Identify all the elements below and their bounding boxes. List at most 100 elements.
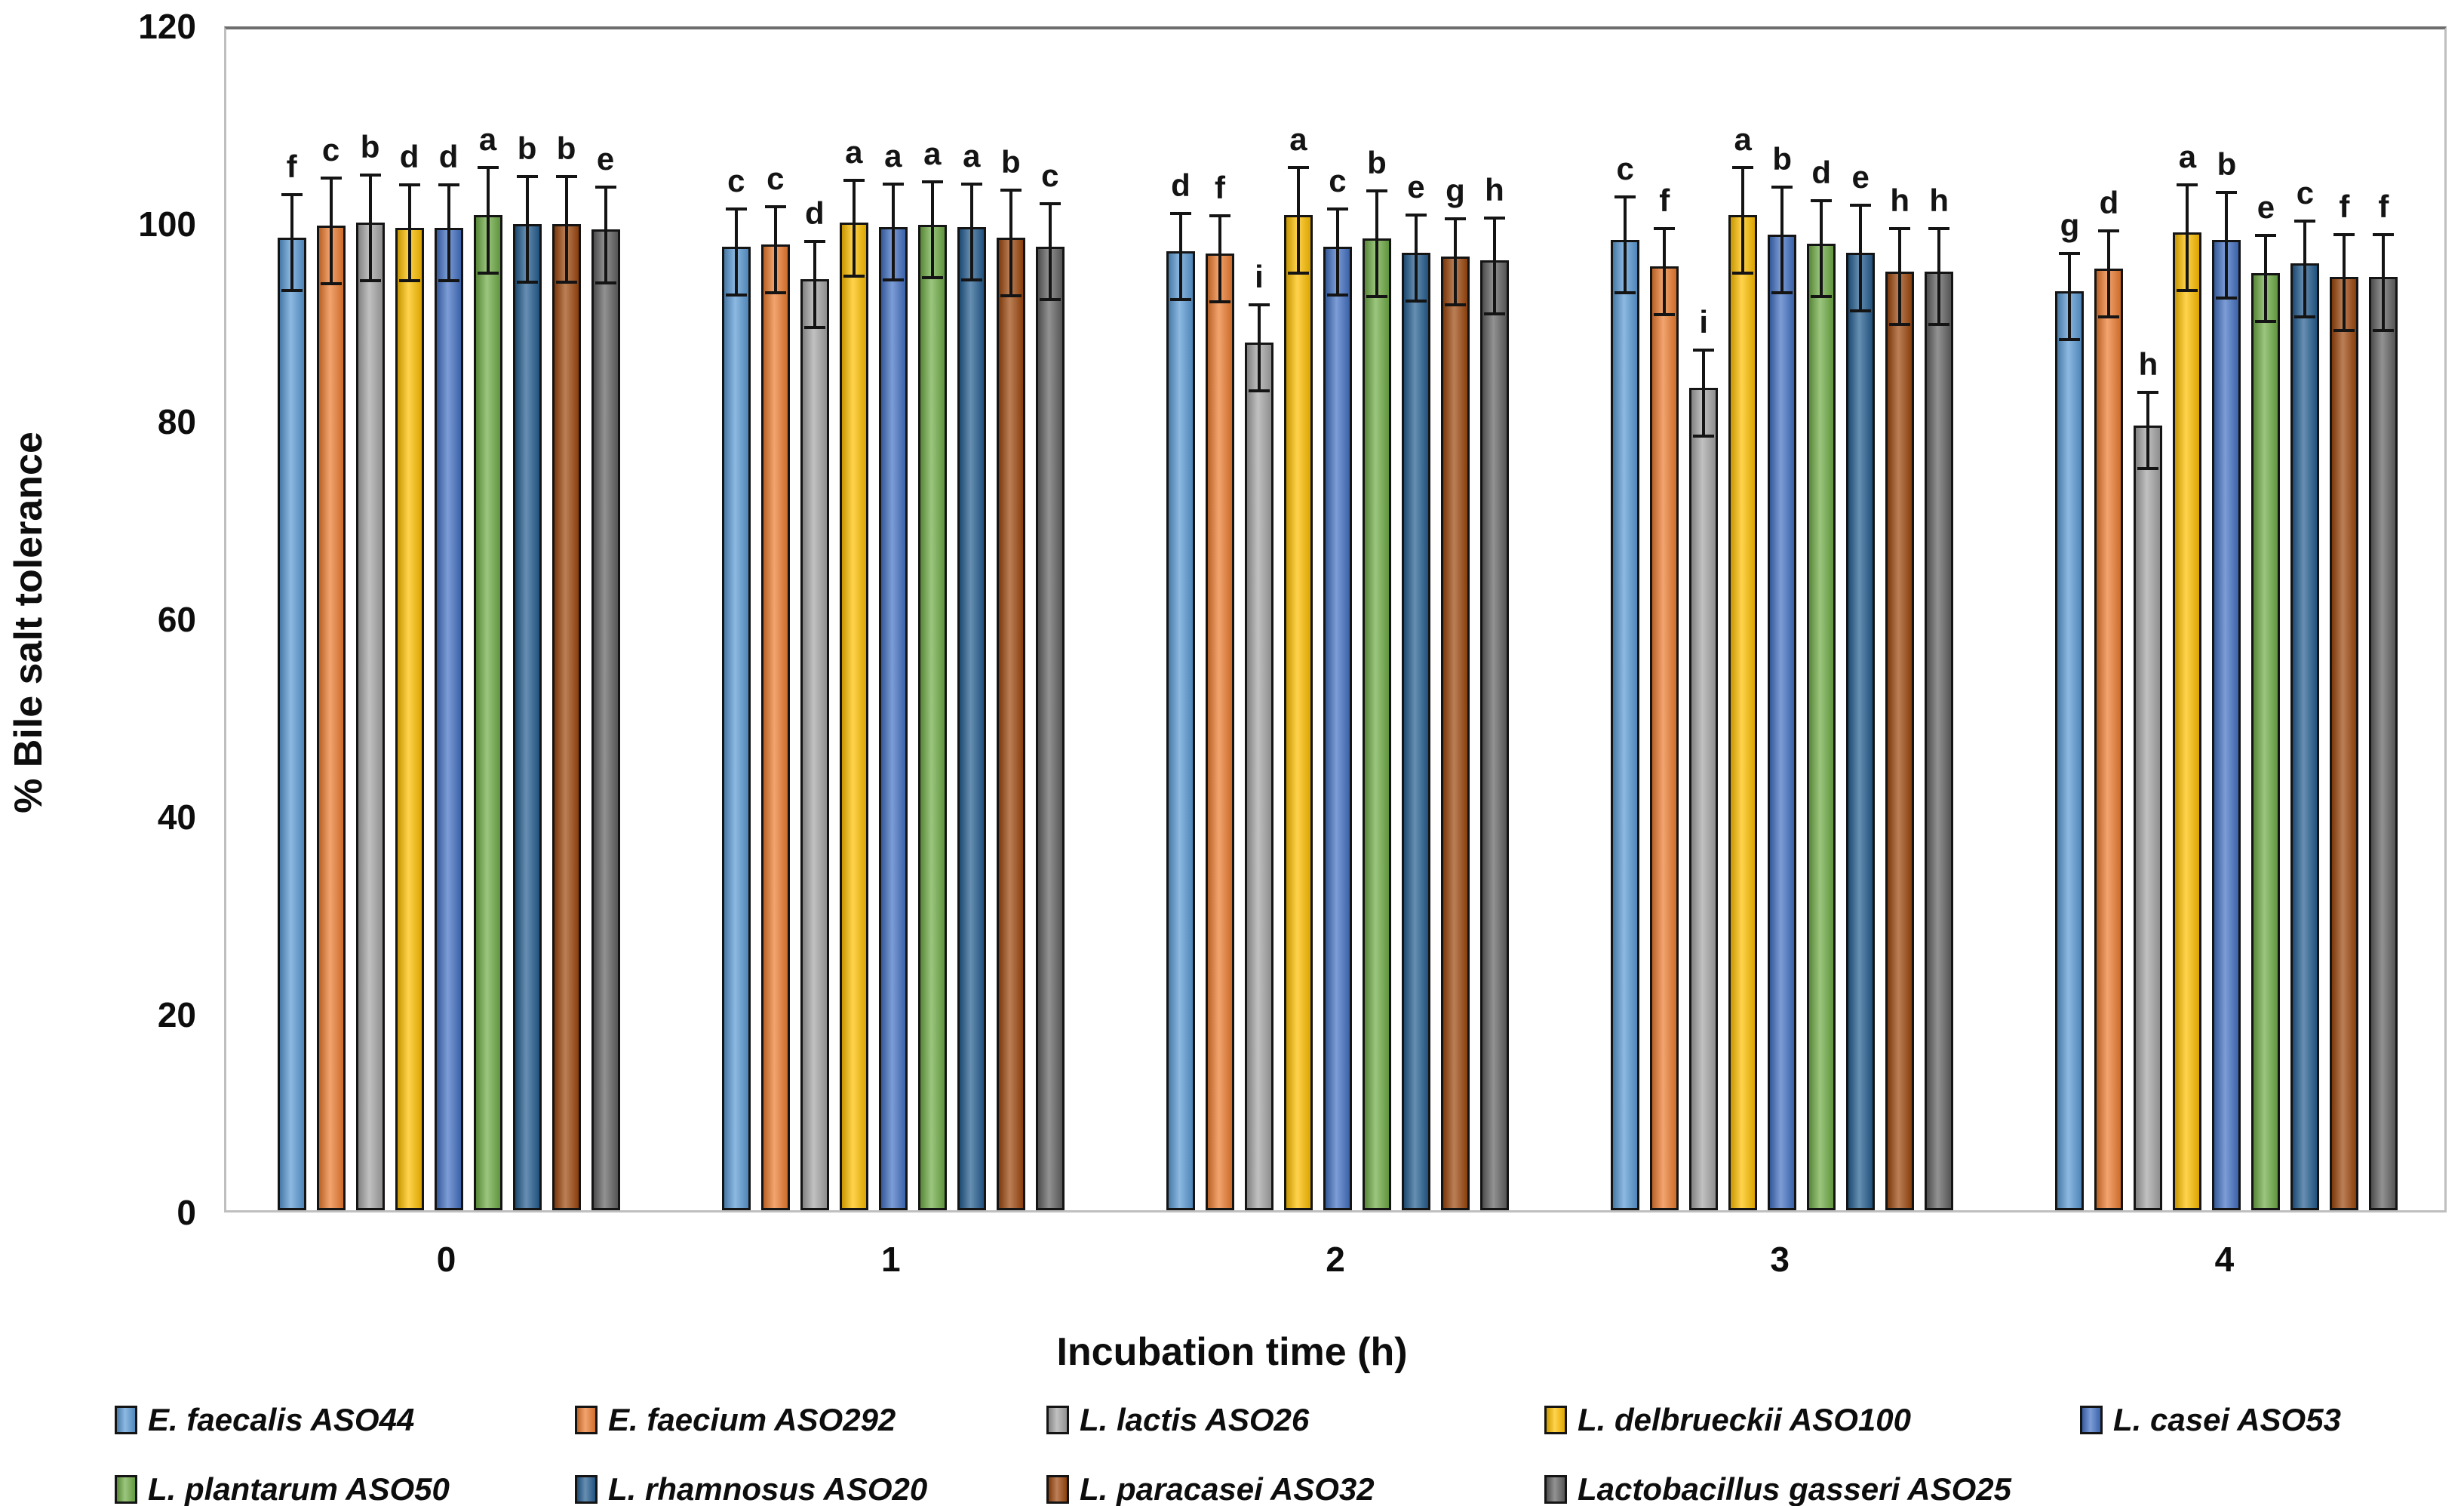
bar [1362, 238, 1391, 1210]
bar-slot-l-paracasei-aso32-t2: g [1440, 29, 1470, 1210]
error-bar-cap-top [1248, 303, 1270, 306]
error-bar-cap-bottom [1248, 389, 1270, 392]
bar [473, 214, 502, 1210]
error-bar-stem [1296, 165, 1300, 275]
error-bar [1245, 303, 1273, 392]
error-bar-cap-bottom [516, 280, 538, 284]
bar [1401, 252, 1430, 1210]
error-bar-cap-top [2059, 251, 2081, 255]
error-bar-stem [525, 174, 529, 284]
bar [1846, 252, 1876, 1210]
bar [2212, 239, 2241, 1210]
significance-letter: a [884, 138, 902, 174]
error-bar-cap-bottom [1654, 312, 1676, 316]
bar-slot-l-lactis-aso26-t4: h [2134, 29, 2163, 1210]
error-bar-cap-top [1693, 349, 1715, 352]
bar-slot-l-rhamnosus-aso20-t1: a [957, 29, 986, 1210]
error-bar-stem [1624, 195, 1627, 295]
significance-letter: i [1255, 258, 1264, 294]
legend-label: L. paracasei ASO32 [1080, 1471, 1375, 1506]
bar-slot-lactobacillus-gasseri-aso25-t3: h [1925, 29, 1954, 1210]
error-bar-cap-bottom [1615, 291, 1636, 295]
legend-item-l-rhamnosus-aso20: L. rhamnosus ASO20 [575, 1471, 927, 1506]
bar-slot-lactobacillus-gasseri-aso25-t1: c [1035, 29, 1065, 1210]
error-bar [918, 180, 947, 280]
significance-letter: h [1485, 171, 1504, 207]
bar [1728, 214, 1758, 1210]
bar-slot-l-plantarum-aso50-t0: a [473, 29, 502, 1210]
significance-letter: f [286, 149, 297, 185]
error-bar-cap-bottom [2059, 337, 2081, 341]
bar-slot-l-casei-aso53-t1: a [878, 29, 908, 1210]
error-bar-cap-top [1811, 199, 1833, 203]
bar-slot-l-casei-aso53-t4: b [2212, 29, 2241, 1210]
error-bar [840, 178, 868, 278]
error-bar-stem [1048, 202, 1052, 302]
bar [2134, 425, 2163, 1210]
bar [1885, 271, 1915, 1210]
x-axis-title: Incubation time (h) [1056, 1330, 1408, 1374]
error-bar-cap-bottom [2098, 315, 2120, 318]
significance-letter: c [321, 132, 340, 168]
legend-label: L. plantarum ASO50 [148, 1471, 450, 1506]
bar [760, 244, 790, 1210]
legend-swatch-icon [575, 1475, 598, 1504]
bar [1166, 251, 1195, 1210]
error-bar-stem [773, 205, 777, 295]
error-bar-cap-top [1850, 203, 1872, 207]
error-bar-stem [2382, 232, 2386, 332]
bar-slot-lactobacillus-gasseri-aso25-t2: h [1479, 29, 1509, 1210]
legend-label: L. casei ASO53 [2113, 1402, 2341, 1437]
significance-letter: b [360, 129, 380, 165]
bar [1768, 235, 1797, 1210]
error-bar-stem [1492, 216, 1496, 315]
bar-slot-l-plantarum-aso50-t2: b [1362, 29, 1391, 1210]
error-bar-cap-bottom [2255, 320, 2277, 324]
bar-slot-e-faecium-aso292-t3: f [1650, 29, 1679, 1210]
error-bar-stem [813, 240, 816, 329]
bar [395, 227, 424, 1210]
bar [957, 226, 986, 1210]
bar [551, 223, 581, 1210]
error-bar-cap-bottom [1039, 298, 1061, 302]
significance-letter: f [2378, 188, 2389, 224]
significance-letter: b [1772, 140, 1793, 177]
error-bar-cap-top [2255, 234, 2277, 238]
bar [1283, 214, 1313, 1210]
error-bar-cap-bottom [1732, 271, 1754, 275]
error-bar [2094, 229, 2123, 318]
error-bar-stem [1780, 185, 1784, 295]
error-bar-stem [2146, 391, 2150, 471]
bar-slot-l-lactis-aso26-t1: d [800, 29, 829, 1210]
error-bar [722, 207, 751, 297]
error-bar-cap-top [1483, 216, 1505, 220]
error-bar-cap-top [1287, 165, 1309, 169]
error-bar-cap-top [1209, 214, 1230, 217]
error-bar-stem [407, 183, 411, 283]
error-bar-cap-top [2216, 190, 2238, 194]
error-bar-stem [1257, 303, 1261, 392]
significance-letter: a [1289, 121, 1307, 157]
error-bar [2330, 232, 2358, 332]
error-bar-stem [2068, 251, 2072, 341]
error-bar-cap-top [725, 207, 747, 211]
error-bar-stem [2303, 219, 2307, 318]
error-bar-stem [1009, 188, 1012, 297]
bar-slot-l-plantarum-aso50-t1: a [917, 29, 947, 1210]
error-bar [1650, 227, 1679, 316]
error-bar-stem [604, 185, 607, 284]
legend-swatch-icon [1544, 1475, 1567, 1504]
error-bar-cap-bottom [1889, 323, 1911, 326]
error-bar-cap-bottom [2373, 328, 2395, 332]
error-bar-stem [290, 193, 293, 293]
y-tick-label-60: 60 [157, 600, 196, 639]
error-bar [2369, 232, 2398, 332]
significance-letter: c [1041, 158, 1059, 194]
bar [277, 237, 306, 1210]
error-bar [1728, 165, 1757, 275]
error-bar [395, 183, 424, 283]
error-bar [1323, 207, 1352, 297]
error-bar [2055, 251, 2084, 341]
